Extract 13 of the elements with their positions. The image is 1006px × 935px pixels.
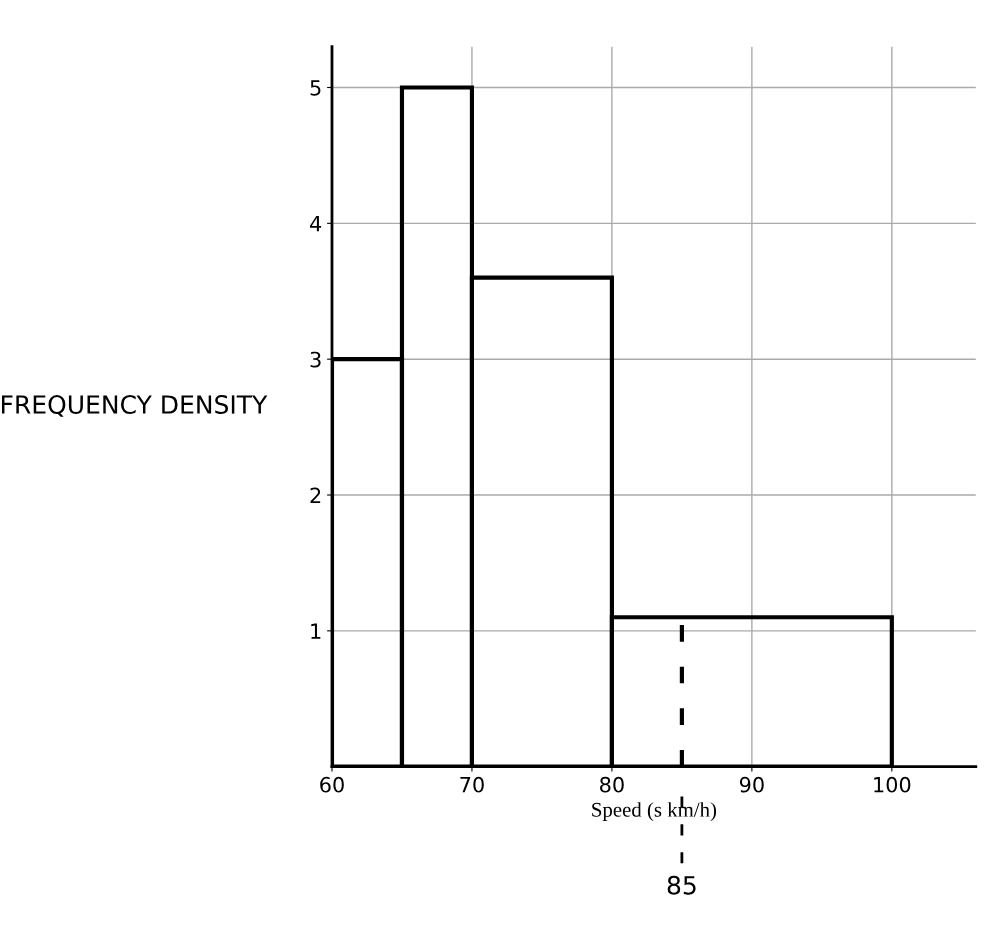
x-tick-label: 80	[600, 776, 624, 793]
x-axis-title: Speed (s km/h)	[592, 802, 717, 822]
y-tick-label: 1	[311, 623, 321, 639]
y-tick-label: 4	[310, 216, 322, 232]
x-tick-label: 90	[739, 776, 764, 793]
x-tick-label: 100	[874, 776, 911, 793]
y-tick-label: 5	[310, 80, 321, 96]
y-tick-label: 3	[310, 351, 321, 368]
ref-line-label: 85	[667, 875, 696, 895]
x-tick-label: 60	[320, 776, 344, 793]
y-axis-title: FREQUENCY DENSITY	[2, 395, 268, 417]
x-tick-label: 70	[460, 776, 484, 793]
y-tick-label: 2	[310, 487, 321, 503]
